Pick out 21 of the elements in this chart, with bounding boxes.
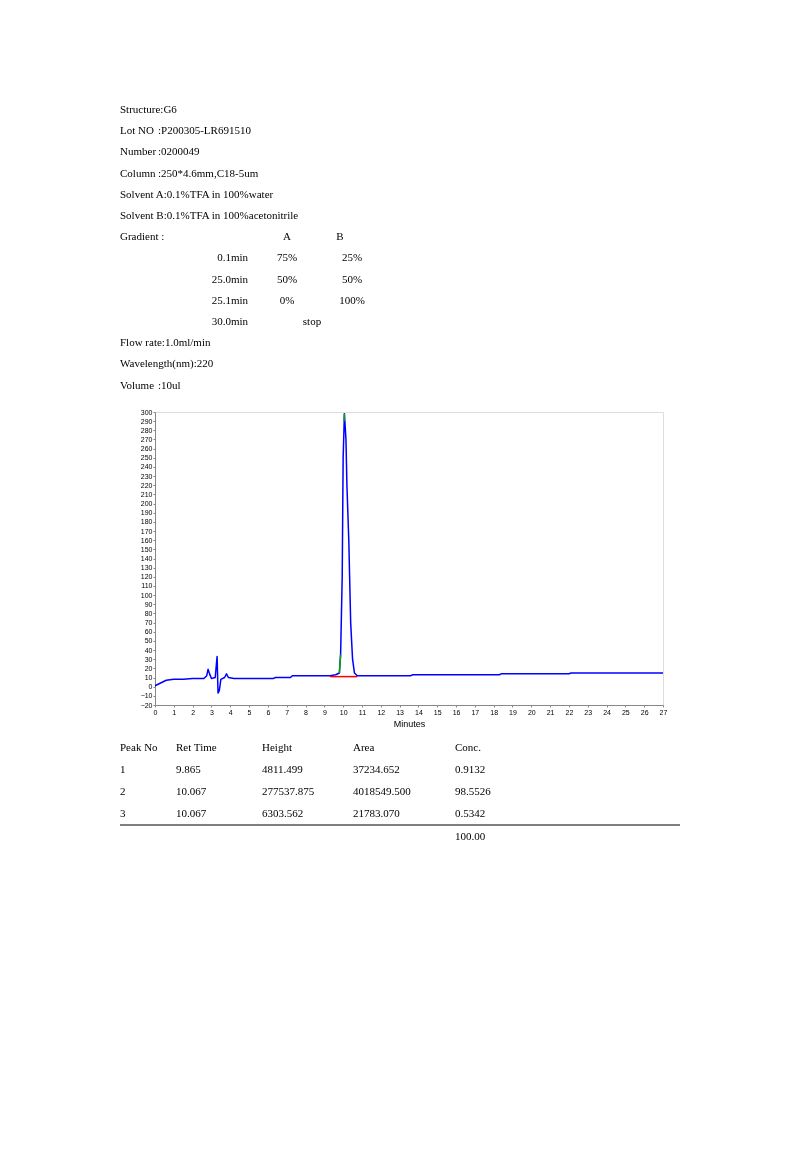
- text: Gradient : A B: [120, 230, 344, 243]
- text: 25.1min 0% 100%: [211, 293, 365, 306]
- text: Solvent A:0.1%TFA in 100%water: [120, 187, 274, 200]
- text: 0.1min 75% 25%: [217, 251, 363, 264]
- text: Solvent B:0.1%TFA in 100%acetonitrile: [120, 209, 299, 221]
- text: 25.0min 50% 50%: [211, 272, 363, 285]
- text: Number :0200049: [120, 145, 201, 158]
- text: 100.00: [455, 830, 486, 842]
- text: 30.0min stop: [211, 315, 322, 327]
- x-axis-title: Minutes: [393, 718, 426, 729]
- text: Lot NO :P200305-LR691510: [120, 124, 252, 137]
- text: 2 10.067 277537.875 4018549.500 98.5526: [120, 785, 491, 797]
- text: Volume :10ul: [120, 378, 181, 391]
- text: Wavelength(nm):220: [120, 357, 214, 371]
- text: 1 9.865 4811.499 37234.652 0.9132: [120, 763, 486, 775]
- text: 3 10.067 6303.562 21783.070 0.5342: [120, 807, 486, 819]
- text: Peak No Ret Time Height Area Conc.: [120, 741, 481, 753]
- line-series: [154, 413, 664, 694]
- text: Structure:G6: [120, 103, 178, 115]
- text: Column :250*4.6mm,C18-5um: [120, 166, 259, 179]
- text: Flow rate:1.0ml/min: [120, 336, 211, 349]
